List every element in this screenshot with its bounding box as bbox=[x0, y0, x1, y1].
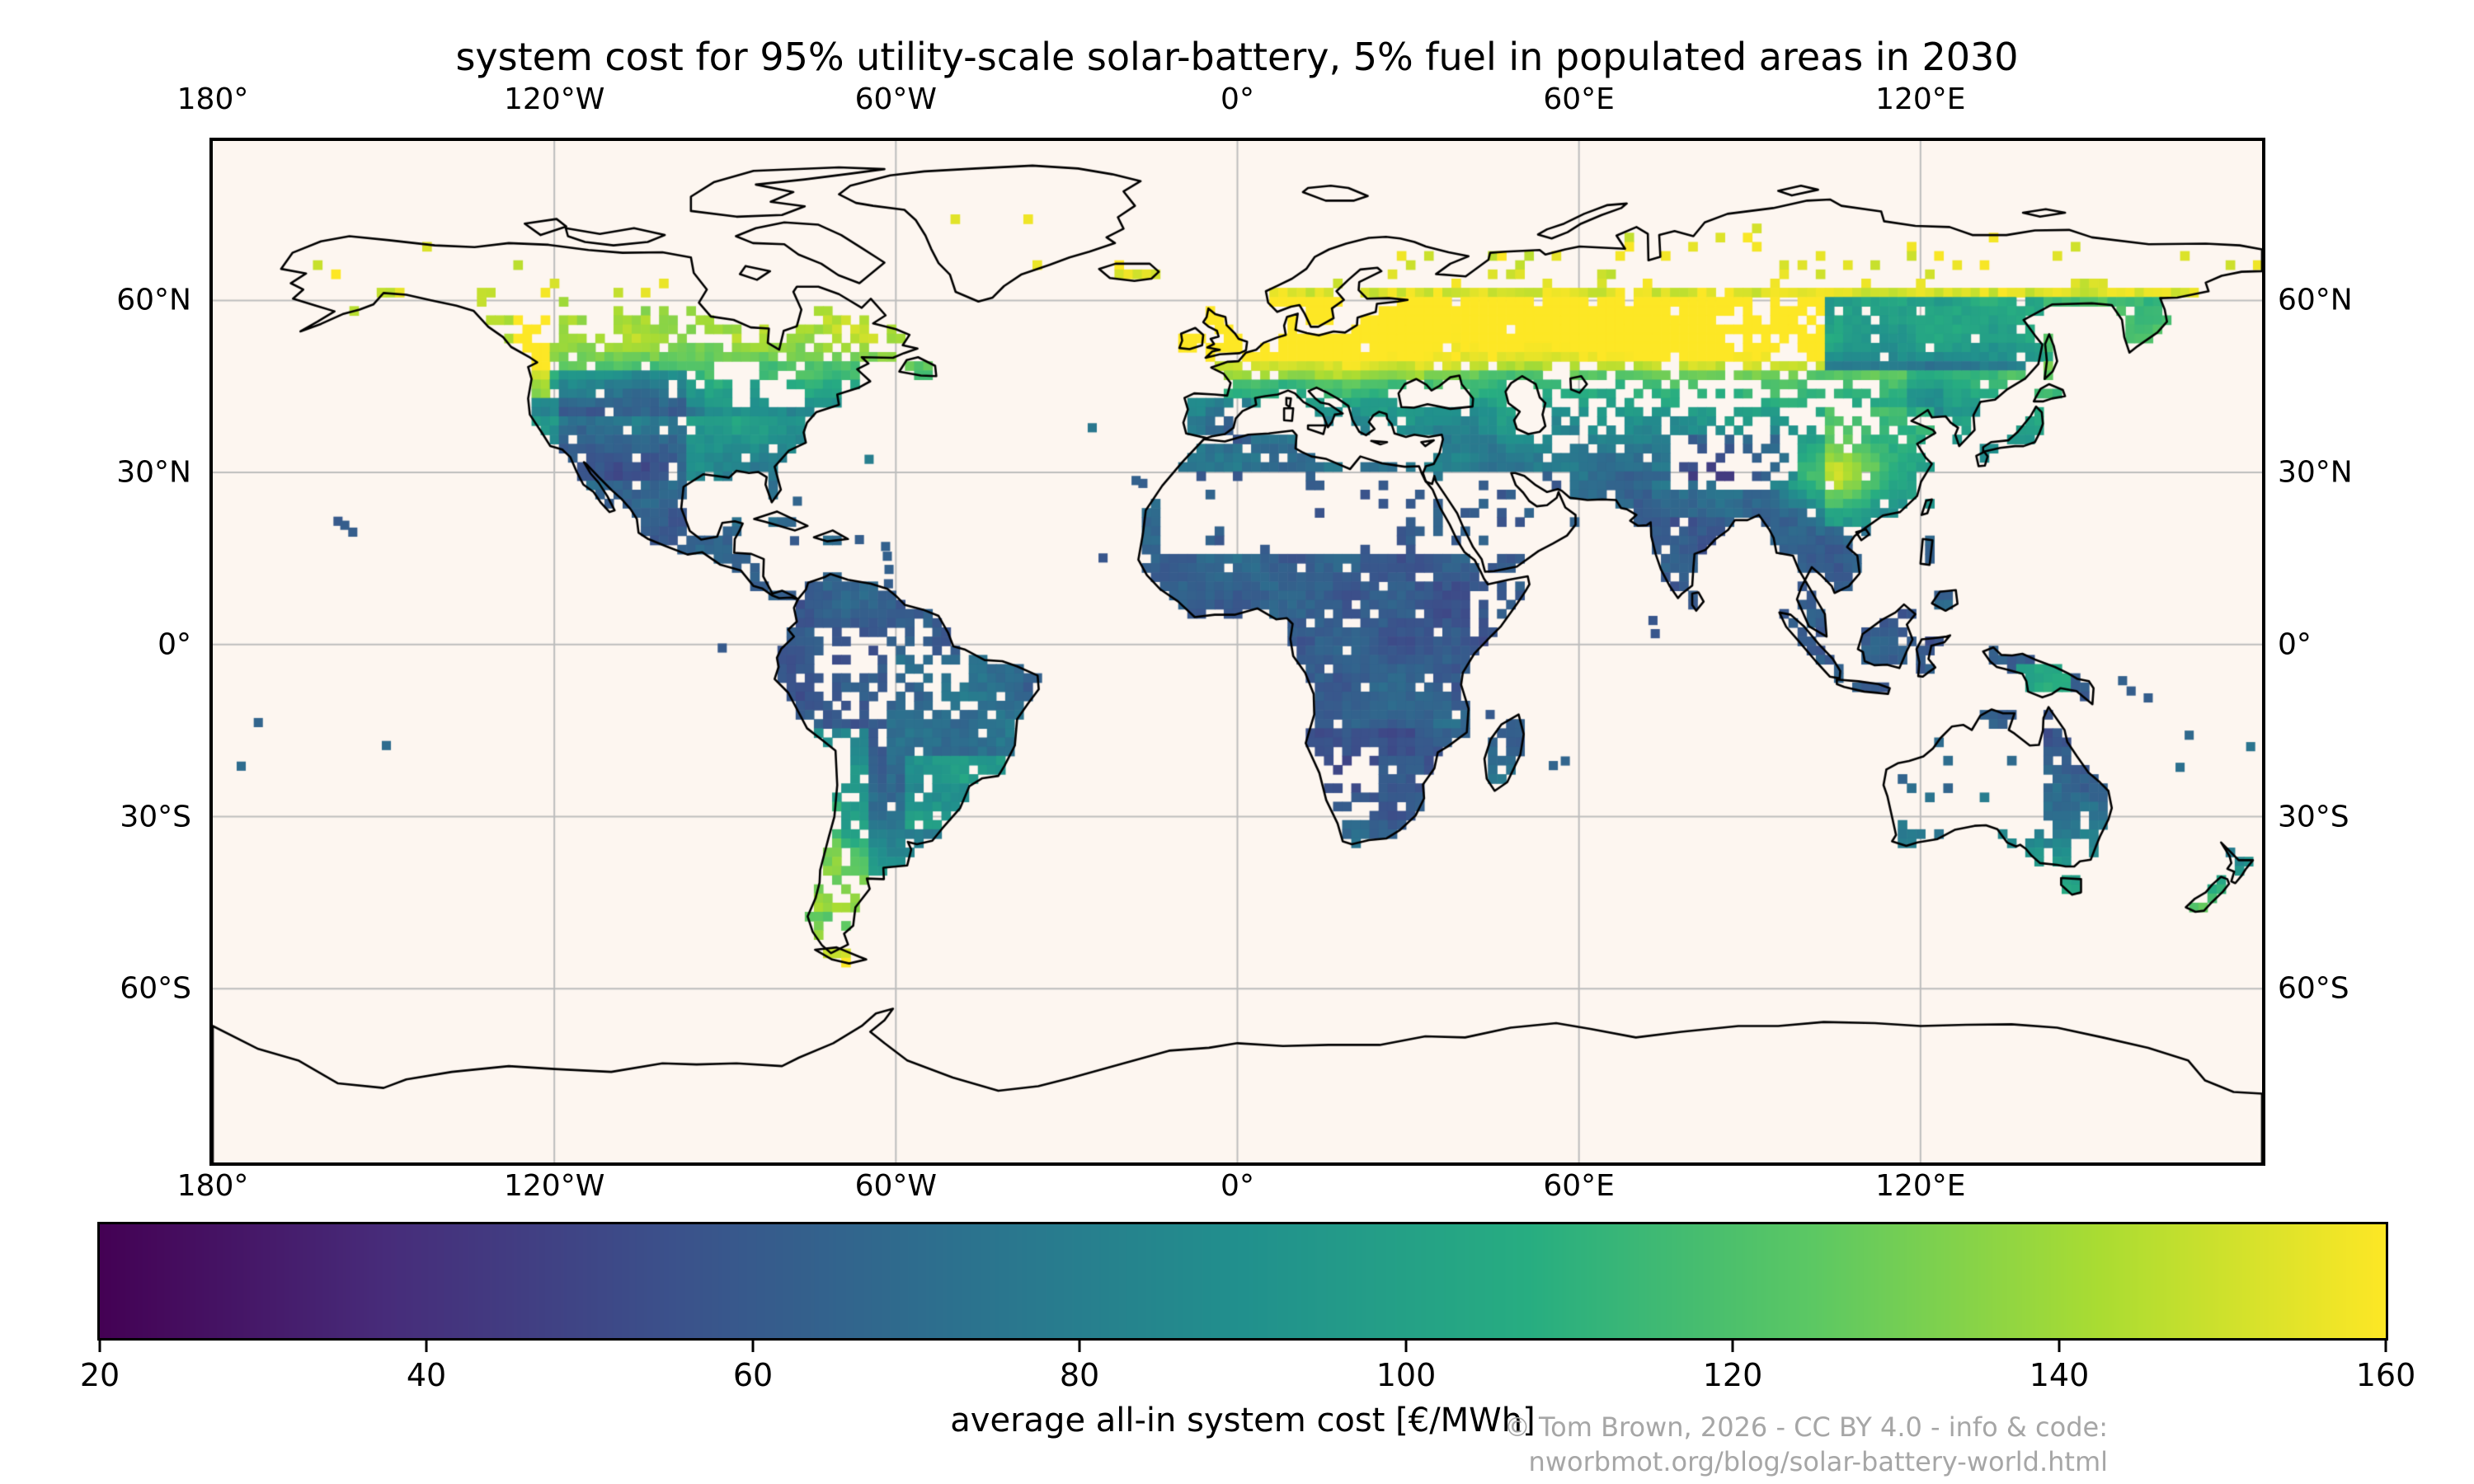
colorbar-frame bbox=[97, 1222, 2388, 1341]
lon-tick-label: 120°W bbox=[504, 82, 605, 116]
lon-tick-label: 120°E bbox=[1875, 1169, 1966, 1203]
lat-tick-label: 0° bbox=[158, 627, 191, 662]
colorbar-tick-label: 20 bbox=[79, 1357, 120, 1393]
attribution-line-1: © Tom Brown, 2026 - CC BY 4.0 - info & c… bbox=[1503, 1411, 2108, 1443]
lon-tick-label: 120°E bbox=[1875, 82, 1966, 116]
colorbar-tick-mark bbox=[425, 1341, 428, 1352]
colorbar-tick-label: 100 bbox=[1376, 1357, 1437, 1393]
lon-tick-label: 0° bbox=[1221, 82, 1254, 116]
lon-tick-label: 60°E bbox=[1543, 82, 1615, 116]
colorbar-tick-mark bbox=[2384, 1341, 2387, 1352]
lat-tick-label: 30°S bbox=[120, 800, 191, 834]
lat-tick-label: 0° bbox=[2278, 627, 2312, 662]
lat-tick-label: 60°N bbox=[2278, 283, 2353, 317]
colorbar-tick-label: 40 bbox=[406, 1357, 447, 1393]
colorbar-tick-label: 160 bbox=[2355, 1357, 2416, 1393]
lat-tick-label: 30°N bbox=[2278, 455, 2353, 490]
colorbar-tick-label: 60 bbox=[732, 1357, 774, 1393]
lon-tick-label: 60°W bbox=[854, 1169, 938, 1203]
lon-tick-label: 0° bbox=[1221, 1169, 1254, 1203]
lon-tick-label: 60°W bbox=[854, 82, 938, 116]
chart-title: system cost for 95% utility-scale solar-… bbox=[455, 35, 2019, 79]
colorbar-gradient-canvas bbox=[100, 1224, 2386, 1338]
lon-tick-label: 180° bbox=[176, 82, 249, 116]
lat-tick-label: 60°S bbox=[2278, 971, 2349, 1006]
colorbar-tick-mark bbox=[98, 1341, 101, 1352]
colorbar-tick-mark bbox=[1078, 1341, 1081, 1352]
lat-tick-label: 60°N bbox=[116, 283, 191, 317]
world-map-canvas bbox=[213, 141, 2262, 1162]
colorbar-tick-mark bbox=[1404, 1341, 1408, 1352]
attribution-line-2: nworbmot.org/blog/solar-battery-world.ht… bbox=[1528, 1446, 2108, 1477]
colorbar-axis-label: average all-in system cost [€/MWh] bbox=[950, 1402, 1536, 1439]
colorbar-tick-label: 120 bbox=[1702, 1357, 1763, 1393]
lat-tick-label: 30°N bbox=[116, 455, 191, 490]
attribution-text: © Tom Brown, 2026 - CC BY 4.0 - info & c… bbox=[1504, 1410, 2108, 1479]
lat-tick-label: 30°S bbox=[2278, 800, 2349, 834]
lat-tick-label: 60°S bbox=[120, 971, 191, 1006]
lon-tick-label: 120°W bbox=[504, 1169, 605, 1203]
colorbar-tick-label: 140 bbox=[2029, 1357, 2090, 1393]
colorbar-tick-mark bbox=[751, 1341, 755, 1352]
colorbar-tick-mark bbox=[2058, 1341, 2061, 1352]
lon-tick-label: 60°E bbox=[1543, 1169, 1615, 1203]
colorbar-tick-mark bbox=[1731, 1341, 1734, 1352]
colorbar-tick-label: 80 bbox=[1059, 1357, 1100, 1393]
lon-tick-label: 180° bbox=[176, 1169, 249, 1203]
